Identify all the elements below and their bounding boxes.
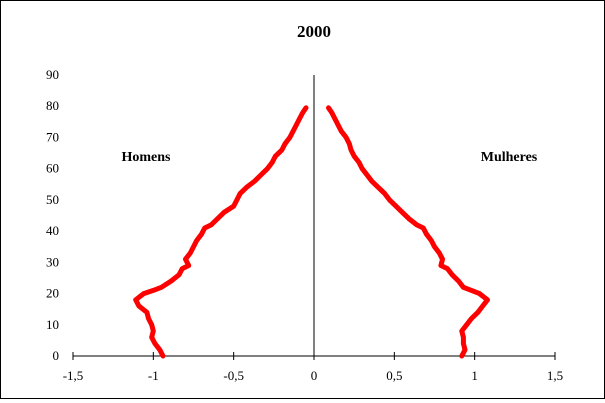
- series-line-mulheres: [326, 105, 490, 359]
- x-tick-label: -0,5: [223, 368, 244, 383]
- y-tick-label: 70: [46, 129, 59, 144]
- y-tick-label: 90: [46, 67, 59, 82]
- series-group: [133, 105, 490, 359]
- y-tick-label: 10: [46, 317, 59, 332]
- chart-title: 2000: [297, 22, 331, 41]
- y-tick-label: 80: [46, 98, 59, 113]
- x-tick-label: 0: [311, 368, 318, 383]
- x-axis-ticks: -1,5 -1 -0,5 0 0,5 1 1,5: [63, 352, 563, 383]
- y-axis-ticks: 0 10 20 30 40 50 60 70 80 90: [46, 67, 60, 363]
- series-line-homens: [133, 105, 309, 359]
- annotation-mulheres: Mulheres: [481, 150, 538, 165]
- y-tick-label: 60: [46, 161, 59, 176]
- x-tick-label: 0,5: [386, 368, 402, 383]
- y-tick-label: 0: [53, 348, 60, 363]
- x-tick-label: 1,5: [547, 368, 563, 383]
- y-tick-label: 20: [46, 286, 59, 301]
- x-tick-label: -1,5: [63, 368, 84, 383]
- y-tick-label: 40: [46, 223, 59, 238]
- x-tick-label: -1: [148, 368, 159, 383]
- annotation-homens: Homens: [122, 150, 172, 165]
- y-tick-label: 30: [46, 254, 59, 269]
- y-tick-label: 50: [46, 192, 59, 207]
- x-tick-label: 1: [471, 368, 478, 383]
